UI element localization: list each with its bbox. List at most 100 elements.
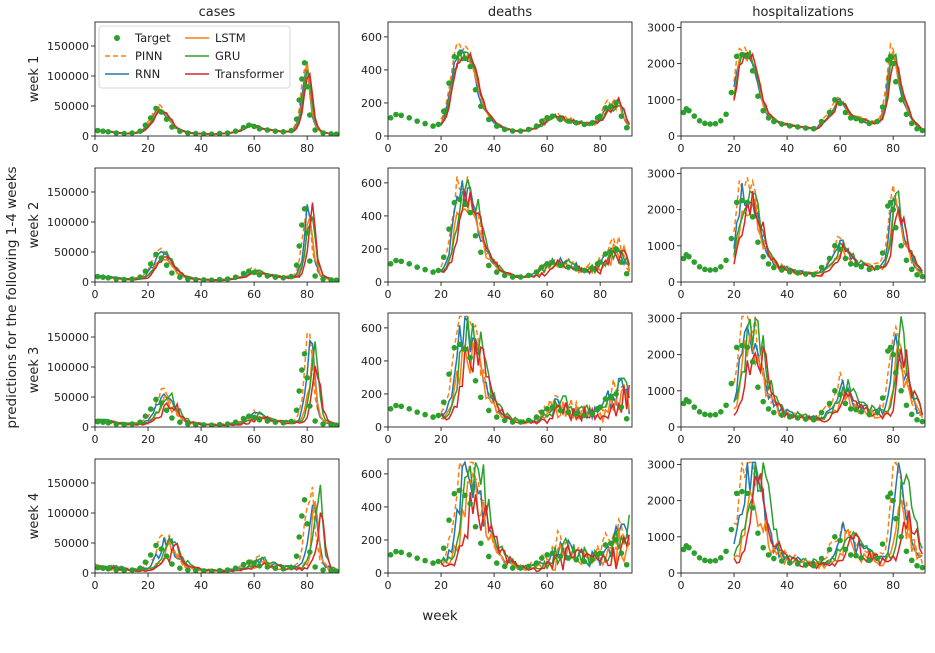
target-point [328, 277, 334, 282]
target-point [686, 398, 692, 405]
legend-label: PINN [135, 49, 163, 63]
target-point [113, 276, 120, 282]
target-point [388, 115, 394, 121]
target-point [256, 272, 263, 278]
target-point [581, 558, 588, 565]
target-point [908, 411, 915, 418]
target-point [393, 257, 399, 264]
axes-frame [680, 458, 926, 574]
y-tick-label: 600 [361, 468, 382, 481]
target-point [398, 549, 405, 556]
target-point [539, 264, 545, 270]
target-point [837, 100, 843, 107]
y-tick-label: 150000 [47, 40, 89, 53]
target-point [105, 275, 112, 281]
target-point [744, 344, 751, 351]
y-tick-label: 3000 [647, 312, 675, 325]
target-point [105, 129, 112, 135]
x-tick-label: 80 [593, 433, 607, 446]
target-point [723, 402, 729, 409]
target-point [908, 120, 915, 127]
target-point [232, 565, 239, 571]
plot-area [681, 177, 925, 280]
target-point [293, 407, 300, 414]
legend-label: Transformer [214, 67, 284, 81]
target-point [288, 273, 295, 280]
y-tick-label: 400 [361, 501, 382, 514]
target-point [557, 407, 564, 414]
target-point [733, 344, 740, 351]
plot-area [681, 461, 925, 571]
target-point [549, 404, 556, 410]
target-point [890, 60, 896, 67]
target-point [456, 50, 463, 57]
target-point [771, 264, 777, 271]
x-tick-label: 20 [434, 433, 448, 446]
target-point [224, 421, 231, 427]
target-point [333, 277, 339, 282]
target-point [129, 130, 135, 136]
target-point [618, 404, 625, 410]
target-point [451, 344, 458, 351]
target-point [251, 414, 257, 421]
target-point [200, 131, 207, 136]
target-point [288, 564, 295, 571]
target-point [169, 124, 175, 130]
x-tick-label: 40 [487, 288, 501, 301]
target-point [597, 404, 603, 410]
target-point [589, 410, 596, 417]
target-point [686, 253, 692, 260]
target-point [509, 565, 516, 571]
target-point [163, 262, 170, 269]
y-tick-label: 1000 [647, 385, 675, 398]
target-point [216, 421, 223, 427]
y-tick-label: 2000 [647, 58, 675, 71]
x-tick-label: 80 [886, 288, 900, 301]
target-point [826, 109, 833, 116]
series-line-rnn [733, 323, 923, 421]
series-line-transformer [733, 191, 923, 277]
target-point [280, 566, 287, 572]
target-point [837, 537, 843, 544]
panel-deaths-1: 0 200 400 600 0 20 40 60 80 [361, 167, 633, 301]
target-point [581, 267, 588, 274]
target-point [280, 420, 287, 426]
y-tick-label: 400 [361, 210, 382, 223]
target-point [414, 264, 420, 270]
target-point [908, 557, 915, 564]
target-point [224, 130, 231, 136]
target-point [853, 261, 859, 268]
series-line-transformer [95, 365, 337, 427]
target-point [208, 422, 215, 427]
target-point [565, 264, 572, 270]
target-point [847, 552, 854, 558]
target-point [702, 120, 708, 127]
target-point [435, 558, 442, 565]
target-point [472, 86, 479, 93]
target-point [602, 105, 609, 111]
target-point [388, 406, 394, 412]
y-tick-label: 600 [361, 177, 382, 190]
target-point [169, 561, 175, 567]
target-point [293, 262, 300, 269]
target-point [755, 239, 761, 245]
target-point [728, 89, 735, 96]
target-point [501, 272, 508, 279]
series-line-gru [95, 341, 337, 426]
target-point [398, 403, 405, 410]
target-point [842, 255, 849, 262]
target-point [712, 557, 719, 564]
target-point [908, 266, 915, 273]
target-point [177, 419, 183, 426]
x-tick-label: 20 [727, 142, 741, 155]
target-point [435, 121, 442, 128]
target-point [794, 270, 801, 276]
target-point [589, 119, 596, 126]
y-tick-label: 1000 [647, 94, 675, 107]
series-line-transformer [95, 71, 337, 135]
target-point [121, 567, 127, 573]
target-point [472, 523, 479, 530]
x-tick-label: 40 [780, 433, 794, 446]
x-tick-label: 60 [833, 288, 847, 301]
target-point [320, 567, 326, 573]
